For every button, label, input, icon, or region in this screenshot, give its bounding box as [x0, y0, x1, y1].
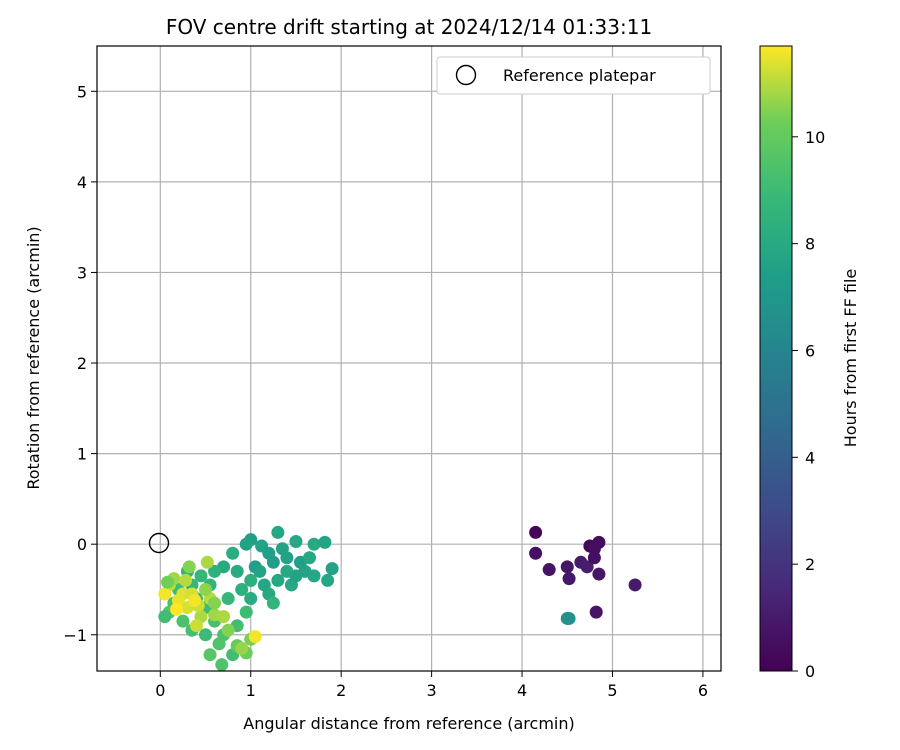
colorbar-tick-label: 8: [805, 235, 815, 254]
data-point: [248, 630, 262, 644]
data-point: [226, 546, 240, 560]
colorbar: 0 2 4 6 8 10 Hours from first FF file: [759, 45, 860, 681]
colorbar-ticks: 0 2 4 6 8 10: [792, 128, 825, 681]
data-point: [176, 614, 190, 628]
data-point: [587, 551, 601, 565]
data-point: [592, 567, 606, 581]
data-point: [318, 535, 332, 549]
data-point: [239, 605, 253, 619]
data-point: [529, 525, 543, 539]
legend: Reference platepar: [436, 56, 711, 95]
data-point: [289, 569, 303, 583]
data-point: [562, 611, 576, 625]
x-tick-label: 3: [427, 681, 437, 700]
data-point: [253, 564, 267, 578]
data-point: [188, 593, 202, 607]
data-point: [266, 596, 280, 610]
data-point: [542, 563, 556, 577]
data-point: [158, 587, 172, 601]
x-tick-label: 5: [607, 681, 617, 700]
data-point: [170, 602, 184, 616]
data-point: [321, 573, 335, 587]
y-tick-label: 4: [77, 173, 87, 192]
data-point: [562, 572, 576, 586]
data-point: [587, 542, 601, 556]
data-point: [203, 648, 217, 662]
data-point: [257, 578, 271, 592]
data-point: [208, 564, 222, 578]
y-tick-label: 0: [77, 535, 87, 554]
legend-entry: Reference platepar: [503, 66, 656, 85]
data-point: [307, 537, 321, 551]
y-tick-label: 5: [77, 82, 87, 101]
data-point: [230, 564, 244, 578]
plot-frame: [96, 45, 722, 672]
colorbar-tick-label: 2: [805, 555, 815, 574]
data-point: [182, 560, 196, 574]
data-point: [199, 628, 213, 642]
data-point: [275, 542, 289, 556]
y-tick-label: 3: [77, 263, 87, 282]
x-tick-label: 2: [336, 681, 346, 700]
colorbar-gradient: [759, 45, 793, 672]
colorbar-tick-label: 10: [805, 128, 825, 147]
colorbar-tick-label: 0: [805, 662, 815, 681]
data-point: [158, 610, 172, 624]
data-point: [215, 658, 229, 671]
legend-marker: [455, 64, 477, 86]
data-point: [266, 555, 280, 569]
data-point: [271, 525, 285, 539]
data-point: [221, 592, 235, 606]
data-point: [589, 605, 603, 619]
data-point: [235, 641, 249, 655]
data-point: [200, 555, 214, 569]
data-point: [221, 623, 235, 637]
legend-box: [436, 56, 711, 95]
data-point: [212, 637, 226, 651]
data-point: [560, 560, 574, 574]
y-tick-label: 2: [77, 354, 87, 373]
colorbar-tick-label: 4: [805, 448, 815, 467]
y-tick-label: −1: [63, 626, 87, 645]
x-axis-ticks: 0 1 2 3 4 5 6: [155, 671, 708, 700]
data-point: [325, 562, 339, 576]
y-axis-ticks: −1 0 1 2 3 4 5: [63, 82, 97, 645]
data-point: [179, 573, 193, 587]
y-tick-label: 1: [77, 445, 87, 464]
data-point: [235, 582, 249, 596]
data-point: [239, 537, 253, 551]
data-point: [208, 596, 222, 610]
data-point: [271, 573, 285, 587]
reference-marker: [148, 532, 170, 554]
data-point: [628, 578, 642, 592]
data-point: [307, 569, 321, 583]
data-point: [244, 573, 258, 587]
data-point: [580, 560, 594, 574]
x-tick-label: 4: [517, 681, 527, 700]
data-point: [244, 592, 258, 606]
y-axis-label: Rotation from reference (arcmin): [24, 226, 43, 489]
data-point: [529, 546, 543, 560]
x-tick-label: 6: [698, 681, 708, 700]
data-point: [199, 582, 213, 596]
data-point: [303, 551, 317, 565]
data-point: [289, 534, 303, 548]
x-tick-label: 1: [246, 681, 256, 700]
data-point: [161, 575, 175, 589]
x-axis-label: Angular distance from reference (arcmin): [243, 714, 574, 733]
data-points: [158, 525, 642, 671]
data-point: [194, 569, 208, 583]
data-point: [189, 619, 203, 633]
colorbar-label: Hours from first FF file: [841, 269, 860, 448]
data-point: [217, 610, 231, 624]
chart-title: FOV centre drift starting at 2024/12/14 …: [166, 15, 652, 39]
colorbar-tick-label: 6: [805, 341, 815, 360]
x-tick-label: 0: [155, 681, 165, 700]
